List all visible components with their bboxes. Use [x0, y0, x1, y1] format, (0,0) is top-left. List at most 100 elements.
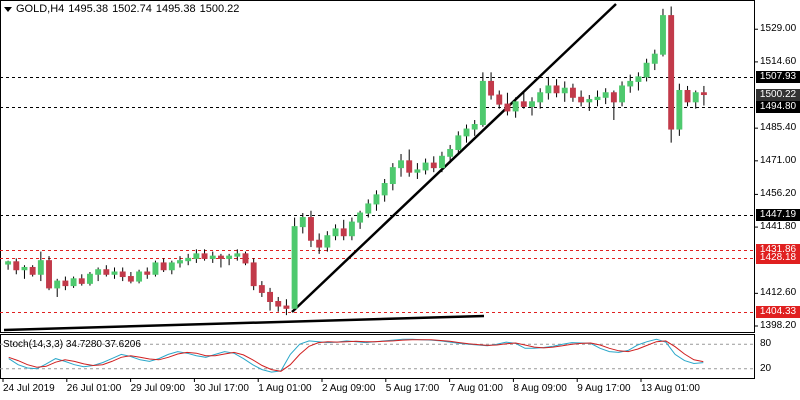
price-tag: 1494.80 — [756, 100, 800, 113]
price-axis-label: 1398.20 — [760, 320, 797, 331]
candle-body — [398, 160, 404, 169]
candle-body — [119, 271, 126, 278]
time-axis-label: 9 Aug 17:00 — [577, 383, 631, 394]
candle-body — [144, 271, 151, 275]
candle-body — [275, 301, 282, 307]
time-axis-label: 13 Aug 01:00 — [641, 383, 700, 394]
candle-body — [627, 80, 634, 87]
price-axis-label: 1529.00 — [760, 23, 797, 35]
candle-body — [70, 278, 77, 287]
candle-body — [529, 101, 535, 107]
chart-header: GOLD,H4 1495.38 1502.74 1495.38 1500.22 — [0, 0, 243, 18]
candle-body — [520, 101, 527, 107]
main-panel-frame — [0, 0, 755, 333]
candle-body — [578, 96, 585, 103]
close-value: 1500.22 — [199, 3, 240, 15]
candle-body — [430, 162, 437, 169]
candle-body — [586, 99, 593, 103]
candle-body — [193, 253, 200, 259]
candle-body — [5, 261, 12, 265]
price-axis-label: 1456.20 — [760, 188, 797, 200]
candle-body — [332, 228, 339, 237]
candle-body — [348, 221, 355, 237]
candle-body — [185, 257, 192, 262]
candle-body — [103, 269, 110, 275]
candle-body — [643, 62, 650, 78]
candle-body — [217, 255, 224, 259]
candle-body — [660, 15, 666, 55]
candle-body — [13, 261, 20, 271]
stoch-signal-line — [8, 339, 704, 372]
candle-body — [357, 212, 364, 223]
time-axis-label: 7 Aug 01:00 — [449, 383, 503, 394]
candle-body — [619, 85, 626, 103]
candle-body — [610, 92, 617, 103]
candle-body — [455, 135, 462, 150]
axis-ticks — [2, 28, 758, 382]
candle-body — [209, 255, 216, 259]
time-axis-label: 24 Jul 2019 — [3, 383, 55, 394]
candle-body — [512, 101, 519, 112]
support-trendline[interactable] — [3, 314, 485, 332]
high-value: 1502.74 — [112, 3, 152, 15]
open-value: 1495.38 — [68, 3, 109, 15]
price-tag: 1447.19 — [756, 208, 800, 221]
candle-body — [111, 271, 118, 275]
candle-body — [389, 167, 396, 185]
candle-body — [406, 160, 413, 173]
candle-body — [668, 15, 675, 130]
candle-body — [447, 148, 454, 157]
trendlines[interactable] — [3, 3, 617, 332]
candle-body — [471, 124, 478, 130]
candle-body — [365, 203, 372, 214]
candle-body — [414, 169, 421, 173]
candle-body — [422, 162, 429, 171]
candle-body — [496, 94, 503, 105]
dropdown-triangle-icon[interactable] — [4, 6, 12, 12]
candle-body — [136, 271, 143, 282]
candle-body — [316, 239, 323, 248]
stoch-axis-label: 20 — [760, 362, 772, 374]
candle-body — [95, 269, 102, 275]
ascending-trendline[interactable] — [291, 3, 617, 313]
candle-body — [152, 262, 159, 275]
time-axis-label: 5 Aug 17:00 — [385, 383, 440, 394]
low-value: 1495.38 — [155, 3, 196, 15]
candlesticks — [5, 6, 707, 316]
candle-body — [177, 260, 183, 264]
candle-body — [86, 273, 93, 284]
candle-body — [488, 80, 495, 96]
price-axis-label: 1485.40 — [760, 122, 797, 134]
candle-body — [324, 235, 331, 248]
candle-body — [381, 183, 388, 196]
price-tag: 1428.18 — [756, 251, 800, 264]
price-axis-label: 1471.00 — [760, 154, 797, 166]
candle-body — [62, 280, 69, 287]
candle-body — [463, 128, 470, 137]
candle-body — [250, 262, 257, 287]
candle-body — [258, 285, 265, 293]
candle-body — [127, 276, 134, 282]
time-axis-label: 30 Jul 17:00 — [194, 383, 249, 394]
price-tag: 1500.22 — [756, 88, 800, 101]
candle-body — [373, 194, 380, 205]
symbol-label: GOLD,H4 — [16, 3, 65, 15]
candle-body — [168, 262, 175, 271]
candle-body — [553, 85, 560, 94]
time-axis-label: 26 Jul 01:00 — [66, 383, 122, 394]
candle-body — [46, 260, 52, 289]
candle-body — [340, 228, 347, 237]
price-axis-label: 1412.60 — [760, 287, 797, 299]
price-tag: 1404.33 — [756, 306, 800, 319]
candle-body — [504, 103, 511, 112]
price-axis-label: 1514.60 — [760, 55, 797, 67]
candle-body — [594, 96, 601, 101]
candle-body — [226, 255, 233, 259]
candle-body — [37, 260, 44, 275]
candle-body — [21, 266, 28, 271]
stoch-panel-frame — [0, 334, 755, 379]
candle-body — [160, 262, 167, 271]
candle-body — [78, 278, 85, 284]
